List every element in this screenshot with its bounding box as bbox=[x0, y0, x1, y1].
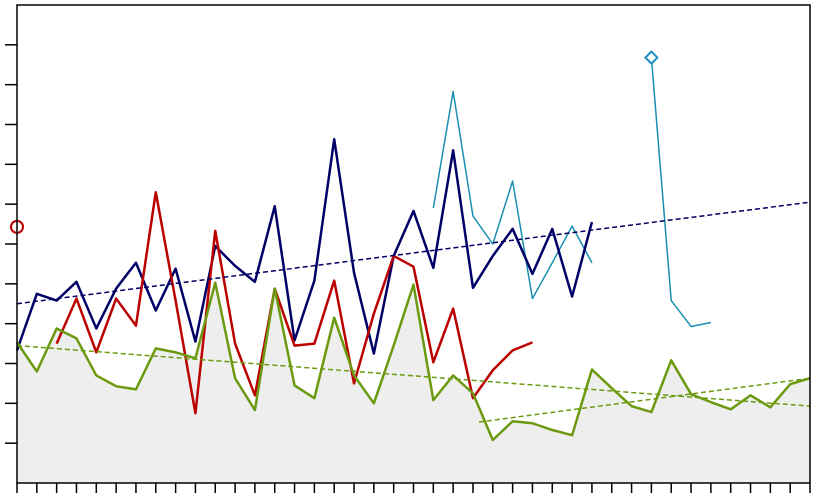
point-marker bbox=[643, 50, 659, 65]
trend-line bbox=[16, 201, 811, 305]
line bbox=[55, 190, 533, 415]
line bbox=[15, 137, 594, 355]
line bbox=[432, 90, 593, 300]
trend-line bbox=[16, 344, 811, 407]
line bbox=[15, 281, 811, 442]
area bbox=[17, 282, 810, 483]
line bbox=[650, 57, 712, 328]
